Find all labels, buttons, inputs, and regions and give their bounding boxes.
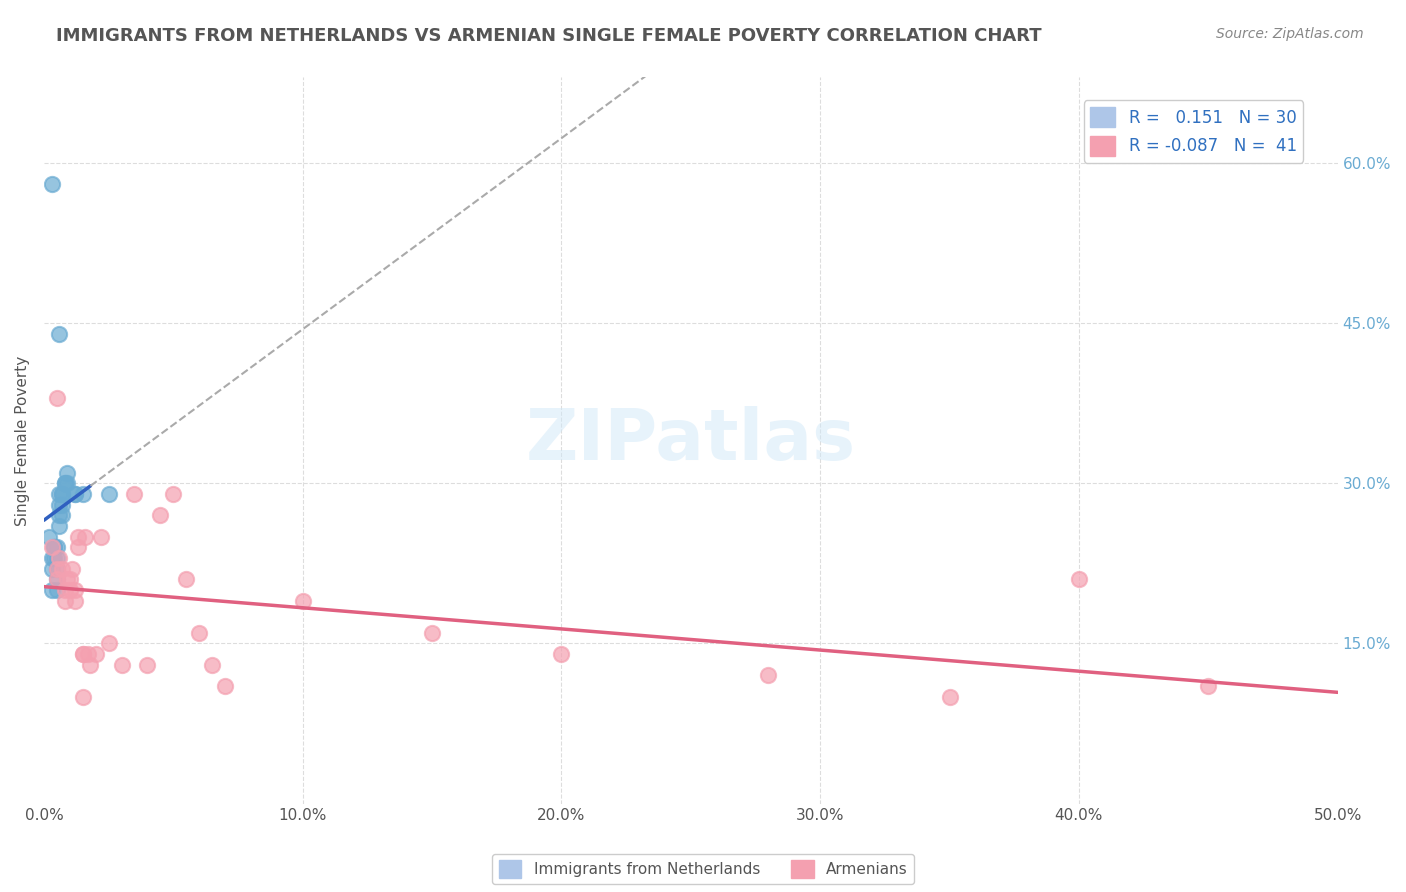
- Text: Source: ZipAtlas.com: Source: ZipAtlas.com: [1216, 27, 1364, 41]
- Point: [75, 530, 97, 544]
- Point: [48, 498, 70, 512]
- Point: [136, 657, 159, 672]
- Point: [51, 508, 73, 523]
- Point: [45, 573, 67, 587]
- Point: [420, 625, 443, 640]
- Point: [66, 530, 89, 544]
- Point: [84, 647, 107, 661]
- Point: [48, 551, 70, 566]
- Point: [48, 519, 70, 533]
- Point: [56, 476, 79, 491]
- Point: [51, 562, 73, 576]
- Point: [45, 562, 67, 576]
- Point: [53, 476, 76, 491]
- Point: [41, 562, 63, 576]
- Point: [1197, 679, 1219, 693]
- Point: [51, 487, 73, 501]
- Text: ZIPatlas: ZIPatlas: [526, 406, 856, 475]
- Point: [48, 326, 70, 341]
- Point: [51, 498, 73, 512]
- Point: [45, 573, 67, 587]
- Text: IMMIGRANTS FROM NETHERLANDS VS ARMENIAN SINGLE FEMALE POVERTY CORRELATION CHART: IMMIGRANTS FROM NETHERLANDS VS ARMENIAN …: [56, 27, 1042, 45]
- Point: [201, 657, 224, 672]
- Point: [72, 690, 94, 704]
- Point: [44, 541, 66, 555]
- Point: [758, 668, 780, 682]
- Legend: R =   0.151   N = 30, R = -0.087   N =  41: R = 0.151 N = 30, R = -0.087 N = 41: [1084, 100, 1303, 162]
- Point: [38, 530, 60, 544]
- Point: [149, 508, 172, 523]
- Point: [938, 690, 960, 704]
- Point: [41, 582, 63, 597]
- Point: [63, 487, 86, 501]
- Point: [90, 530, 112, 544]
- Point: [45, 562, 67, 576]
- Point: [63, 582, 86, 597]
- Point: [48, 508, 70, 523]
- Point: [1067, 573, 1090, 587]
- Point: [63, 487, 86, 501]
- Point: [41, 178, 63, 192]
- Point: [72, 647, 94, 661]
- Point: [59, 582, 82, 597]
- Point: [59, 573, 82, 587]
- Point: [41, 541, 63, 555]
- Point: [97, 487, 120, 501]
- Point: [124, 487, 146, 501]
- Point: [63, 593, 86, 607]
- Point: [188, 625, 211, 640]
- Point: [66, 541, 89, 555]
- Point: [51, 487, 73, 501]
- Point: [72, 647, 94, 661]
- Point: [53, 476, 76, 491]
- Y-axis label: Single Female Poverty: Single Female Poverty: [15, 355, 30, 525]
- Point: [53, 582, 76, 597]
- Point: [45, 541, 67, 555]
- Point: [45, 582, 67, 597]
- Point: [53, 593, 76, 607]
- Point: [110, 657, 132, 672]
- Point: [72, 487, 94, 501]
- Point: [56, 573, 79, 587]
- Point: [291, 593, 314, 607]
- Point: [550, 647, 572, 661]
- Point: [60, 562, 83, 576]
- Point: [45, 551, 67, 566]
- Point: [97, 636, 120, 650]
- Point: [174, 573, 197, 587]
- Point: [79, 657, 101, 672]
- Legend: Immigrants from Netherlands, Armenians: Immigrants from Netherlands, Armenians: [492, 854, 914, 884]
- Point: [44, 551, 66, 566]
- Point: [44, 541, 66, 555]
- Point: [41, 551, 63, 566]
- Point: [162, 487, 184, 501]
- Point: [48, 487, 70, 501]
- Point: [45, 391, 67, 405]
- Point: [214, 679, 236, 693]
- Point: [77, 647, 100, 661]
- Point: [56, 466, 79, 480]
